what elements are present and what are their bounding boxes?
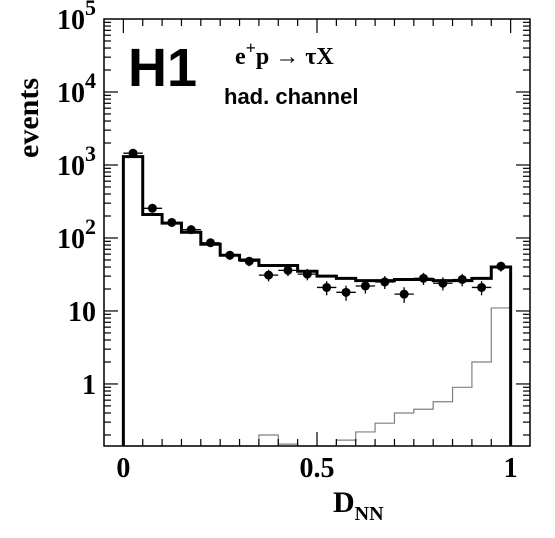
data-point bbox=[413, 272, 434, 285]
data-point-marker bbox=[419, 273, 428, 283]
data-point bbox=[433, 277, 453, 291]
data-point-marker bbox=[322, 282, 332, 292]
x-tick-label: 0 bbox=[116, 453, 130, 484]
x-axis-title: DNN bbox=[333, 486, 384, 525]
y-tick-label: 1 bbox=[82, 370, 96, 401]
y-tick-label-exponent: 5 bbox=[85, 0, 96, 20]
y-tick-label-base: 1 bbox=[82, 370, 96, 401]
data-point-marker bbox=[457, 274, 467, 284]
y-axis-title: events bbox=[12, 78, 45, 158]
y-tick-label-base: 10 bbox=[57, 78, 85, 109]
data-point bbox=[200, 238, 221, 248]
data-point bbox=[336, 285, 356, 301]
y-tick-label-exponent: 2 bbox=[85, 214, 96, 239]
data-point bbox=[491, 261, 511, 272]
data-point-marker bbox=[244, 256, 254, 266]
data-point bbox=[162, 217, 182, 227]
data-point bbox=[452, 273, 472, 287]
data-point bbox=[181, 225, 201, 235]
x-tick-label: 1 bbox=[504, 453, 518, 484]
y-tick-label-base: 10 bbox=[68, 297, 96, 328]
data-point bbox=[375, 276, 395, 289]
y-tick-label: 104 bbox=[57, 68, 96, 109]
data-point-marker bbox=[438, 278, 448, 288]
y-tick-label-base: 10 bbox=[57, 224, 85, 255]
y-tick-label: 10 bbox=[68, 297, 96, 328]
data-point-marker bbox=[167, 217, 177, 227]
data-point bbox=[471, 281, 492, 296]
data-point-marker bbox=[399, 289, 409, 299]
data-point-marker bbox=[147, 203, 157, 213]
axis-ticks bbox=[104, 19, 530, 446]
process-rest: p → τX bbox=[256, 44, 334, 70]
data-point bbox=[142, 203, 163, 213]
data-point-marker bbox=[380, 277, 390, 287]
data-point bbox=[394, 287, 414, 303]
data-points bbox=[123, 148, 511, 303]
data-point-marker bbox=[186, 225, 196, 235]
y-tick-label-exponent: 4 bbox=[85, 68, 96, 93]
x-axis-title-sub: NN bbox=[355, 503, 384, 525]
y-tick-label: 105 bbox=[57, 0, 96, 36]
data-point-marker bbox=[225, 250, 235, 260]
data-point-marker bbox=[206, 238, 215, 248]
experiment-logo: H1 bbox=[128, 38, 197, 98]
data-point bbox=[123, 148, 143, 158]
data-point-marker bbox=[128, 148, 138, 158]
data-point bbox=[258, 269, 279, 282]
x-tick-label: 0.5 bbox=[300, 453, 335, 484]
x-axis-title-main: D bbox=[333, 486, 355, 519]
data-point-marker bbox=[496, 261, 506, 271]
data-point bbox=[220, 250, 240, 260]
process-label: e+p → τX bbox=[235, 38, 334, 70]
x-tick-labels: 0 0.5 1 bbox=[116, 453, 517, 484]
data-point bbox=[317, 281, 337, 296]
data-point bbox=[297, 268, 317, 281]
y-tick-label: 103 bbox=[57, 141, 96, 182]
data-point-marker bbox=[283, 265, 293, 275]
process-base: e bbox=[235, 44, 246, 70]
y-tick-label-base: 10 bbox=[57, 151, 85, 182]
process-sup: + bbox=[246, 38, 256, 58]
y-tick-label-base: 10 bbox=[57, 5, 85, 36]
y-tick-label: 102 bbox=[57, 214, 96, 255]
data-point bbox=[278, 265, 298, 277]
data-point-marker bbox=[360, 281, 370, 291]
channel-label: had. channel bbox=[224, 84, 358, 109]
y-tick-label-exponent: 3 bbox=[85, 141, 96, 166]
data-point-marker bbox=[477, 282, 487, 292]
data-point bbox=[239, 256, 259, 267]
data-point-marker bbox=[264, 270, 274, 280]
data-point-marker bbox=[302, 269, 312, 279]
data-point-marker bbox=[341, 287, 351, 297]
data-point bbox=[355, 279, 376, 294]
